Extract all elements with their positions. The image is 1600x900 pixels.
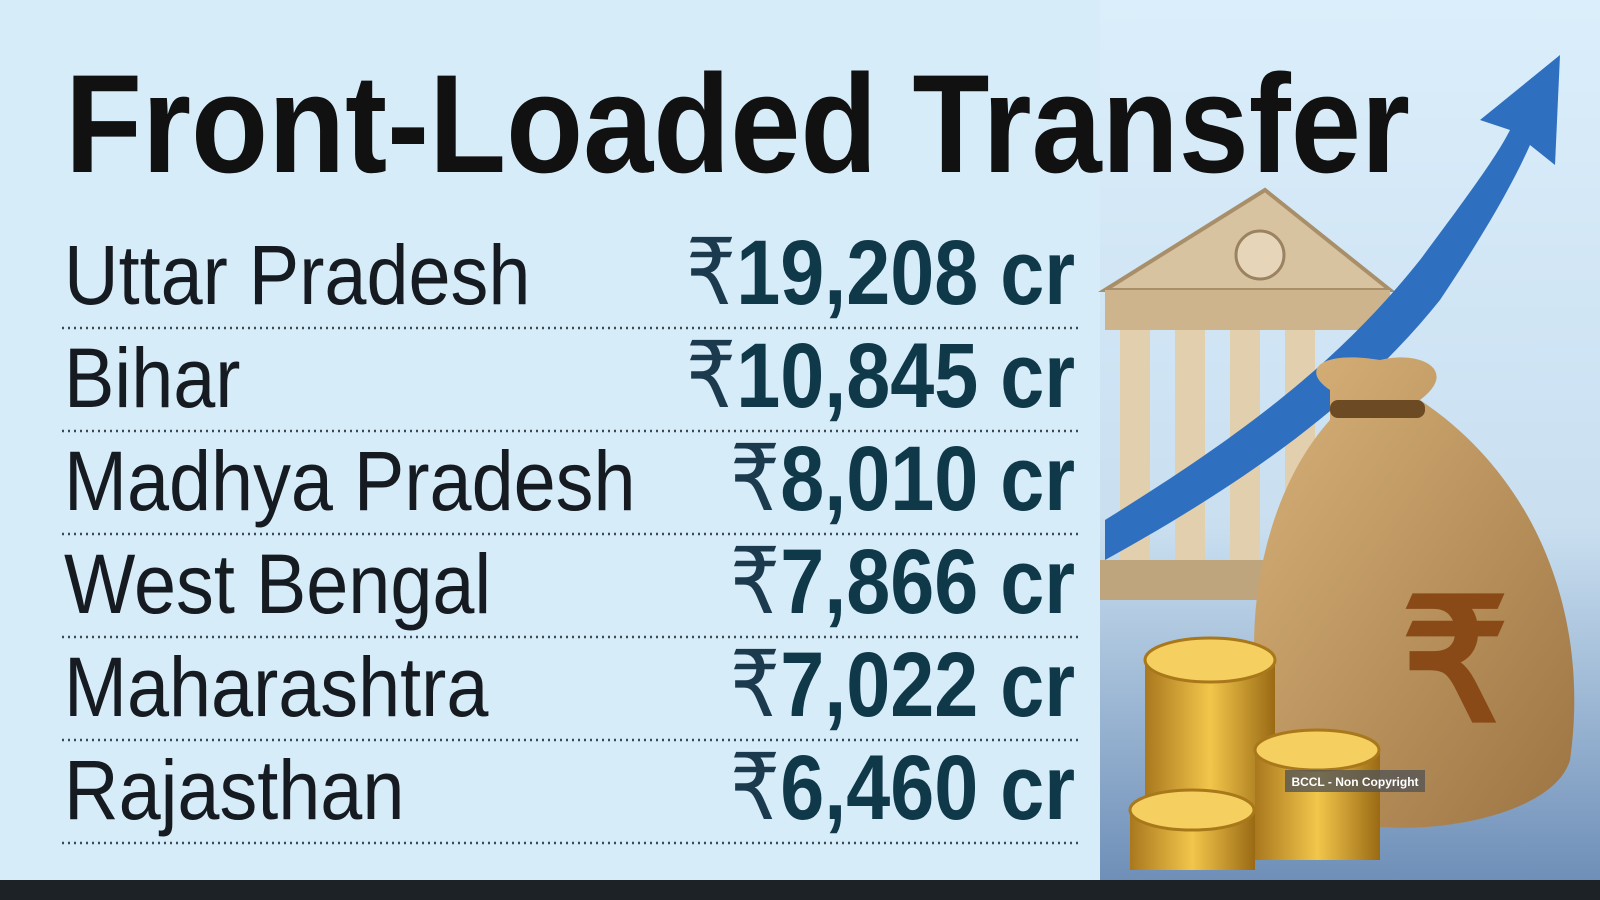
amount: ₹10,845 cr [686,324,1075,427]
unit: cr [1000,427,1075,530]
unit: cr [1000,530,1075,633]
watermark-bg [1285,770,1425,792]
currency: ₹ [730,633,780,736]
unit: cr [1000,221,1075,324]
state-name: Maharashtra [64,640,489,734]
coins [1128,636,1381,870]
amount: ₹8,010 cr [730,427,1075,530]
state-name: Bihar [64,331,240,425]
amount: ₹6,460 cr [730,736,1075,839]
unit: cr [1000,736,1075,839]
amount-space [978,530,1000,633]
amount-space [978,221,1000,324]
money-bag: ₹ [1254,357,1575,828]
trend-arrow [1105,55,1560,560]
watermark: BCCL - Non Copyright [1291,775,1418,789]
amount: ₹7,866 cr [730,530,1075,633]
amount-value: 19,208 [736,221,978,324]
amount-space [978,736,1000,839]
state-name: Rajasthan [64,743,404,837]
amount-value: 6,460 [780,736,978,839]
amount-value: 7,866 [780,530,978,633]
svg-text:₹: ₹ [1401,567,1509,757]
amount-space [978,633,1000,736]
title: Front-Loaded Transfer [65,45,1410,202]
currency: ₹ [730,736,780,839]
currency: ₹ [686,324,736,427]
amount: ₹19,208 cr [686,221,1075,324]
state-name: West Bengal [64,537,491,631]
state-name: Madhya Pradesh [64,434,636,528]
amount-space [978,324,1000,427]
amount-value: 8,010 [780,427,978,530]
amount-space [978,427,1000,530]
currency: ₹ [686,221,736,324]
currency: ₹ [730,530,780,633]
bottom-band [0,880,1600,900]
amount-value: 10,845 [736,324,978,427]
unit: cr [1000,324,1075,427]
currency: ₹ [730,427,780,530]
unit: cr [1000,633,1075,736]
amount-value: 7,022 [780,633,978,736]
amount: ₹7,022 cr [730,633,1075,736]
state-name: Uttar Pradesh [64,228,530,322]
